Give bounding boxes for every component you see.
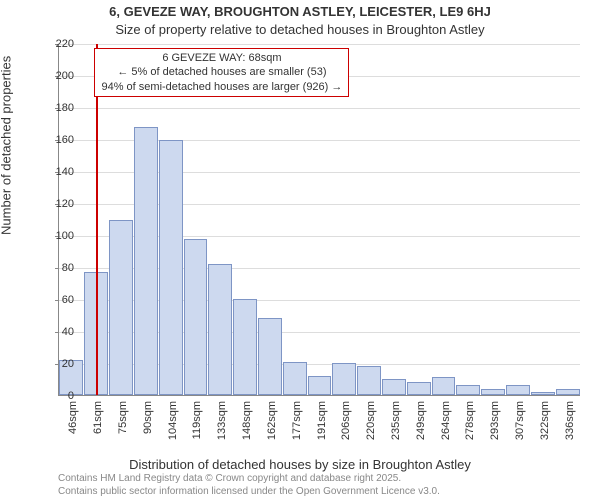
chart-container: 6, GEVEZE WAY, BROUGHTON ASTLEY, LEICEST… bbox=[0, 0, 600, 500]
bar bbox=[407, 382, 431, 395]
x-tick-label: 133sqm bbox=[216, 395, 228, 440]
bar bbox=[308, 376, 332, 395]
bar bbox=[332, 363, 356, 395]
y-tick-label: 180 bbox=[34, 102, 74, 114]
bar-slot: 235sqm bbox=[382, 44, 407, 395]
y-tick-label: 60 bbox=[34, 294, 74, 306]
bar bbox=[258, 318, 282, 395]
footer-attribution: Contains HM Land Registry data © Crown c… bbox=[58, 473, 440, 498]
x-tick-label: 191sqm bbox=[316, 395, 328, 440]
y-tick-label: 40 bbox=[34, 326, 74, 338]
annotation-box: 6 GEVEZE WAY: 68sqm ← 5% of detached hou… bbox=[94, 48, 349, 97]
y-axis-label: Number of detached properties bbox=[0, 56, 14, 235]
x-tick-label: 61sqm bbox=[92, 395, 104, 434]
x-tick-label: 206sqm bbox=[340, 395, 352, 440]
y-tick-label: 120 bbox=[34, 198, 74, 210]
y-tick-label: 140 bbox=[34, 166, 74, 178]
y-tick-label: 220 bbox=[34, 38, 74, 50]
y-tick-label: 160 bbox=[34, 134, 74, 146]
x-axis-label: Distribution of detached houses by size … bbox=[0, 457, 600, 472]
bar-slot: 220sqm bbox=[357, 44, 382, 395]
y-tick-label: 20 bbox=[34, 358, 74, 370]
bar bbox=[184, 239, 208, 395]
bar-slot: 307sqm bbox=[506, 44, 531, 395]
bar bbox=[159, 140, 183, 395]
x-tick-label: 75sqm bbox=[117, 395, 129, 434]
plot-area: 46sqm61sqm75sqm90sqm104sqm119sqm133sqm14… bbox=[58, 44, 580, 396]
x-tick-label: 336sqm bbox=[564, 395, 576, 440]
bar bbox=[134, 127, 158, 395]
footer-line2: Contains public sector information licen… bbox=[58, 486, 440, 499]
x-tick-label: 235sqm bbox=[390, 395, 402, 440]
x-tick-label: 148sqm bbox=[241, 395, 253, 440]
bar bbox=[283, 362, 307, 396]
x-tick-label: 162sqm bbox=[266, 395, 278, 440]
x-tick-label: 177sqm bbox=[291, 395, 303, 440]
bar-slot: 336sqm bbox=[555, 44, 580, 395]
y-tick-label: 200 bbox=[34, 70, 74, 82]
y-tick-label: 80 bbox=[34, 262, 74, 274]
x-tick-label: 104sqm bbox=[167, 395, 179, 440]
bar-slot: 264sqm bbox=[431, 44, 456, 395]
bar bbox=[382, 379, 406, 395]
chart-title: 6, GEVEZE WAY, BROUGHTON ASTLEY, LEICEST… bbox=[0, 4, 600, 19]
chart-subtitle: Size of property relative to detached ho… bbox=[0, 22, 600, 37]
bar bbox=[208, 264, 232, 395]
bar bbox=[357, 366, 381, 395]
footer-line1: Contains HM Land Registry data © Crown c… bbox=[58, 473, 440, 486]
x-tick-label: 264sqm bbox=[440, 395, 452, 440]
annotation-line3: 94% of semi-detached houses are larger (… bbox=[101, 80, 342, 94]
x-tick-label: 220sqm bbox=[365, 395, 377, 440]
y-tick-label: 100 bbox=[34, 230, 74, 242]
x-tick-label: 90sqm bbox=[142, 395, 154, 434]
bar bbox=[432, 377, 456, 395]
x-tick-label: 278sqm bbox=[464, 395, 476, 440]
annotation-line2: ← 5% of detached houses are smaller (53) bbox=[101, 65, 342, 79]
bar-slot: 249sqm bbox=[406, 44, 431, 395]
x-tick-label: 322sqm bbox=[539, 395, 551, 440]
bar bbox=[506, 385, 530, 395]
bar-slot: 46sqm bbox=[59, 44, 84, 395]
bar-slot: 278sqm bbox=[456, 44, 481, 395]
x-tick-label: 293sqm bbox=[489, 395, 501, 440]
bar bbox=[456, 385, 480, 395]
x-tick-label: 119sqm bbox=[191, 395, 203, 439]
x-tick-label: 249sqm bbox=[415, 395, 427, 440]
y-tick-label: 0 bbox=[34, 390, 74, 402]
bar bbox=[233, 299, 257, 395]
bar-slot: 293sqm bbox=[481, 44, 506, 395]
x-tick-label: 307sqm bbox=[514, 395, 526, 440]
bar-slot: 322sqm bbox=[530, 44, 555, 395]
annotation-line1: 6 GEVEZE WAY: 68sqm bbox=[101, 51, 342, 65]
bar bbox=[109, 220, 133, 396]
